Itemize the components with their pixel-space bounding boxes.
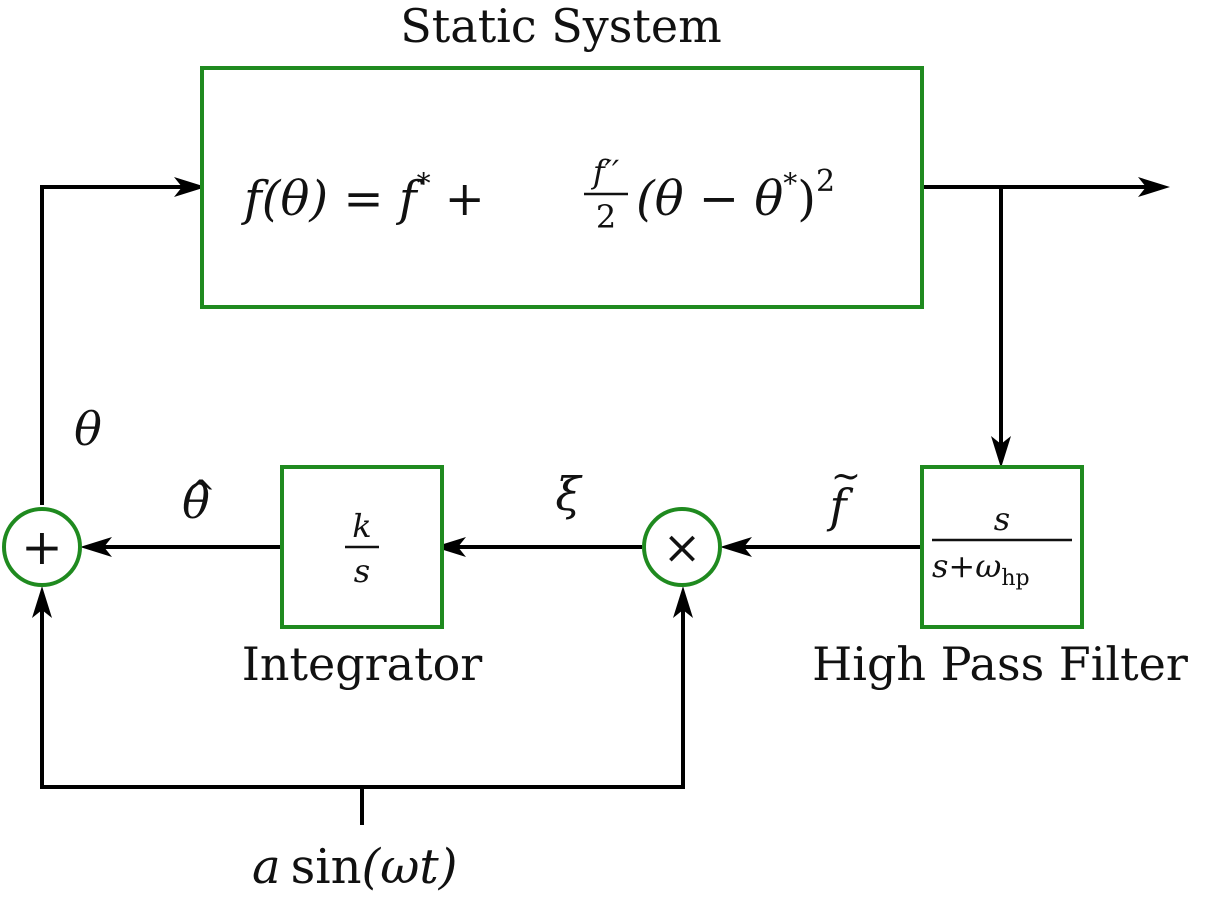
multiplier-junction: × xyxy=(642,507,722,587)
multiplier-circle xyxy=(642,507,722,587)
high-pass-filter-block: s s+ωhp High Pass Filter xyxy=(812,465,1188,691)
sum-junction: + xyxy=(2,507,82,587)
integrator-denominator: s xyxy=(354,552,370,590)
sum-circle xyxy=(2,507,82,587)
arrow-dither-into-multiplier xyxy=(673,586,693,618)
eq-plus: + xyxy=(445,171,485,227)
hpf-numerator: s xyxy=(994,500,1010,538)
wire-theta-feedback xyxy=(40,185,195,505)
hpf-box xyxy=(920,465,1084,629)
dither-amplitude: a xyxy=(252,839,281,895)
integrator-title: Integrator xyxy=(242,637,483,691)
arrow-into-sum xyxy=(80,537,112,557)
signal-theta: θ xyxy=(74,402,102,456)
arrow-into-multiplier xyxy=(720,537,752,557)
dither-argument: (ωt) xyxy=(362,839,458,895)
eq-frac-num: f′′ xyxy=(591,153,620,191)
eq-star-1: * xyxy=(417,167,431,200)
svg-text:(θ − θ*)2: (θ − θ*)2 xyxy=(636,164,835,227)
integrator-block: k s Integrator xyxy=(242,465,483,691)
signal-labels: θ θ ^ ξ f ~ a sin(ωt) xyxy=(74,402,861,895)
signal-theta-hat: θ xyxy=(182,475,210,529)
svg-text:f(θ) = f*+: f(θ) = f* + xyxy=(241,167,485,227)
eq-lhs: f(θ) = f xyxy=(241,171,424,227)
signal-theta-hat-accent: ^ xyxy=(186,474,216,515)
static-system-box xyxy=(200,66,924,309)
hpf-title: High Pass Filter xyxy=(812,637,1188,691)
eq-close: ) xyxy=(797,171,816,227)
hpf-den-main: s+ω xyxy=(932,547,1001,585)
signal-wires xyxy=(40,185,1150,825)
eq-paren: (θ − θ xyxy=(636,171,783,227)
integrator-numerator: k xyxy=(352,507,371,545)
signal-xi: ξ xyxy=(555,467,583,521)
arrow-dither-into-sum xyxy=(32,586,52,618)
signal-f-tilde-accent: ~ xyxy=(831,456,861,497)
arrow-into-static-system xyxy=(174,177,206,197)
sum-symbol: + xyxy=(21,518,63,576)
dither-sin: sin xyxy=(291,839,362,895)
eq-frac-den: 2 xyxy=(596,198,616,236)
arrowheads xyxy=(32,177,1170,618)
multiply-symbol: × xyxy=(663,520,702,574)
arrow-system-output xyxy=(1138,177,1170,197)
static-system-block: Static System f(θ) = f* + f′′ 2 (θ − θ*)2 xyxy=(200,0,924,309)
hpf-den-sub: hp xyxy=(1001,566,1029,591)
arrow-into-integrator xyxy=(434,537,466,557)
svg-text:s+ωhp: s+ωhp xyxy=(932,547,1030,591)
eq-star-2: * xyxy=(783,167,797,200)
eq-power: 2 xyxy=(816,164,835,199)
static-system-equation: f(θ) = f* + f′′ 2 (θ − θ*)2 xyxy=(241,153,835,236)
arrow-into-hpf xyxy=(991,436,1011,468)
static-system-title: Static System xyxy=(400,0,721,53)
